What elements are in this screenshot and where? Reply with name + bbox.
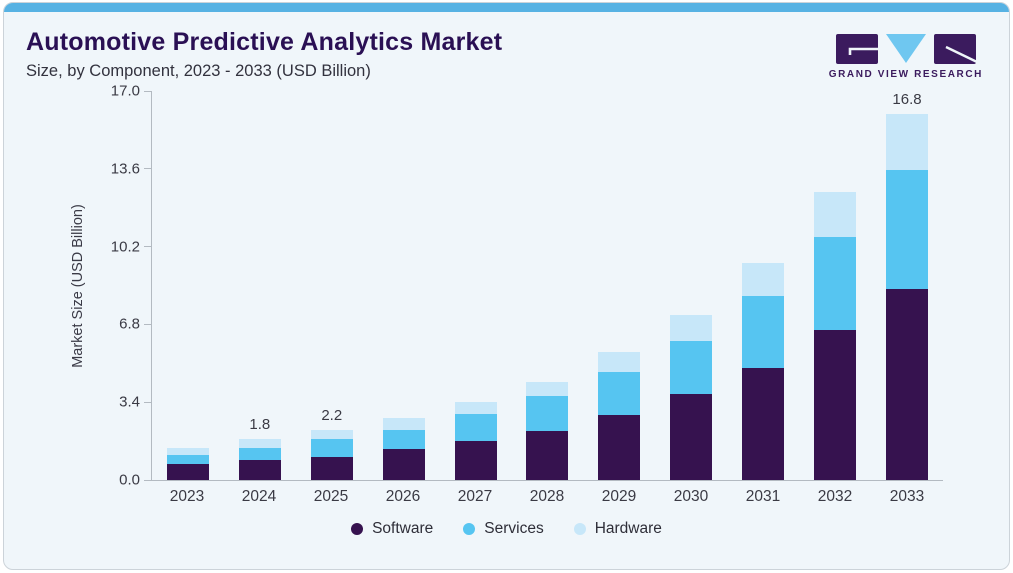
- x-tick-label-2031: 2031: [745, 488, 781, 505]
- bar-segment-services-2031[interactable]: [742, 296, 785, 368]
- bar-2024: 1.8: [224, 91, 296, 480]
- x-axis-labels: 2023 2024 2025 2026 2027 2028 2029 2030 2031 2032…: [151, 488, 943, 506]
- bar-segment-hardware-2023[interactable]: [166, 447, 209, 455]
- bar-segment-hardware-2028[interactable]: [526, 381, 569, 397]
- y-tick-mark: [144, 401, 152, 403]
- y-tick-label: 0.0: [119, 471, 140, 489]
- y-tick-label: 13.6: [110, 160, 140, 178]
- bar-segment-hardware-2031[interactable]: [742, 262, 785, 297]
- bar-2032: [799, 91, 871, 480]
- bar-segment-software-2028[interactable]: [526, 430, 569, 480]
- bar-segment-services-2023[interactable]: [166, 454, 209, 465]
- x-tick-label-2023: 2023: [169, 488, 205, 505]
- x-tick-label-2027: 2027: [457, 488, 493, 505]
- bar-segment-services-2030[interactable]: [670, 341, 713, 395]
- bar-segment-hardware-2032[interactable]: [814, 191, 857, 238]
- y-tick-mark: [144, 168, 152, 170]
- y-tick-label: 6.8: [119, 315, 140, 333]
- bar-segment-software-2029[interactable]: [598, 415, 641, 480]
- legend-label: Services: [484, 520, 544, 537]
- legend-label: Software: [372, 520, 434, 537]
- bar-total-label: 2.2: [321, 406, 343, 424]
- bar-segment-software-2025[interactable]: [310, 456, 353, 480]
- bar-segment-software-2033[interactable]: [886, 289, 929, 480]
- bar-segment-services-2028[interactable]: [526, 396, 569, 431]
- bar-segment-hardware-2033[interactable]: [886, 114, 929, 170]
- y-tick-label: 3.4: [119, 393, 140, 411]
- page-title: Automotive Predictive Analytics Market: [26, 28, 503, 56]
- chart-card: Automotive Predictive Analytics Market S…: [3, 2, 1010, 570]
- x-tick-label-2024: 2024: [241, 488, 277, 505]
- y-tick-label: 10.2: [110, 238, 140, 256]
- bar-2028: [512, 91, 584, 480]
- logo-wordmark: GRAND VIEW RESEARCH: [828, 69, 983, 80]
- x-tick-label-2032: 2032: [817, 488, 853, 505]
- x-tick-label-2026: 2026: [385, 488, 421, 505]
- bar-segment-services-2024[interactable]: [238, 447, 281, 461]
- bar-segment-services-2032[interactable]: [814, 237, 857, 331]
- bar-segment-hardware-2026[interactable]: [382, 418, 425, 430]
- bar-total-label: 1.8: [249, 415, 271, 433]
- bar-2030: [655, 91, 727, 480]
- chart-legend: Software Services Hardware: [4, 520, 1009, 538]
- bar-segment-services-2026[interactable]: [382, 429, 425, 450]
- y-tick-label: 17.0: [110, 82, 140, 100]
- bar-segment-software-2030[interactable]: [670, 394, 713, 480]
- chart-block: Market Size (USD Billion) 1.8 2.2 16.8 0.0…: [4, 83, 1009, 506]
- bar-2031: [727, 91, 799, 480]
- heading-block: Automotive Predictive Analytics Market S…: [26, 28, 502, 81]
- bar-2026: [368, 91, 440, 480]
- bar-segment-hardware-2027[interactable]: [454, 402, 497, 415]
- x-tick-label-2030: 2030: [673, 488, 709, 505]
- x-tick-label-2029: 2029: [601, 488, 637, 505]
- bar-segment-software-2023[interactable]: [166, 464, 209, 480]
- bar-2025: 2.2: [296, 91, 368, 480]
- legend-label: Hardware: [594, 520, 662, 537]
- hardware-legend-dot-icon: [573, 523, 586, 535]
- bar-segment-services-2027[interactable]: [454, 414, 497, 442]
- y-tick-mark: [144, 246, 152, 248]
- y-tick-mark: [144, 323, 152, 325]
- bar-segment-services-2029[interactable]: [598, 372, 641, 416]
- page-subtitle: Size, by Component, 2023 - 2033 (USD Bil…: [26, 62, 371, 80]
- bar-segment-software-2024[interactable]: [238, 460, 281, 480]
- grand-view-research-logo: GRAND VIEW RESEARCH: [829, 32, 983, 80]
- bar-segment-services-2033[interactable]: [886, 169, 929, 290]
- gvr-logo-icon: [835, 34, 976, 64]
- bar-2029: [583, 91, 655, 480]
- software-legend-dot-icon: [351, 523, 364, 535]
- x-tick-label-2033: 2033: [889, 488, 925, 505]
- y-axis-title: Market Size (USD Billion): [70, 204, 86, 368]
- legend-item-services[interactable]: Services: [463, 520, 544, 538]
- chart-header: Automotive Predictive Analytics Market S…: [4, 12, 1009, 81]
- bar-segment-software-2031[interactable]: [742, 367, 785, 480]
- bar-segment-software-2027[interactable]: [454, 441, 497, 480]
- y-tick-mark: [144, 90, 152, 92]
- bar-segment-services-2025[interactable]: [310, 438, 353, 457]
- legend-item-software[interactable]: Software: [351, 520, 433, 538]
- bar-2027: [440, 91, 512, 480]
- bar-total-label: 16.8: [892, 91, 922, 109]
- bars-container: 1.8 2.2 16.8: [152, 91, 943, 480]
- accent-top-bar: [4, 3, 1009, 12]
- x-tick-label-2025: 2025: [313, 488, 349, 505]
- bar-segment-hardware-2025[interactable]: [310, 429, 353, 439]
- bar-segment-hardware-2024[interactable]: [238, 438, 281, 448]
- x-tick-label-2028: 2028: [529, 488, 565, 505]
- bar-2033: 16.8: [871, 91, 943, 480]
- y-tick-mark: [144, 479, 152, 481]
- bar-2023: [152, 91, 224, 480]
- legend-item-hardware[interactable]: Hardware: [573, 520, 662, 538]
- plot-area: 1.8 2.2 16.8 0.0 3.4 6.8 10.2 13.6 17.0: [111, 83, 943, 489]
- bar-segment-software-2026[interactable]: [382, 449, 425, 480]
- bar-segment-software-2032[interactable]: [814, 330, 857, 480]
- services-legend-dot-icon: [463, 523, 476, 535]
- bar-segment-hardware-2029[interactable]: [598, 351, 641, 373]
- bar-segment-hardware-2030[interactable]: [670, 315, 713, 342]
